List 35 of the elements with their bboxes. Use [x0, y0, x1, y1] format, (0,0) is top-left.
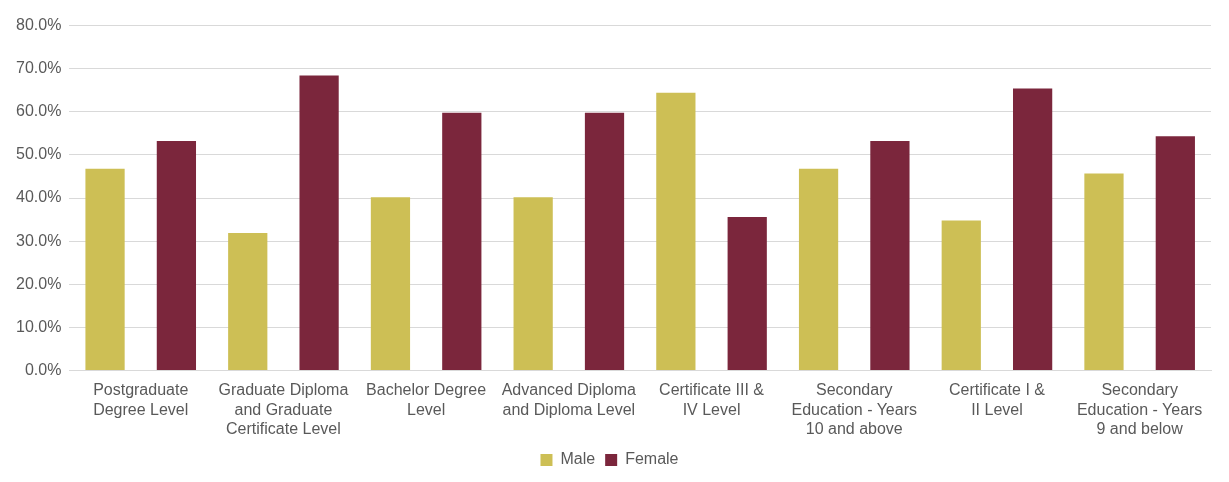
bar [870, 141, 910, 370]
bar [1013, 88, 1053, 370]
y-tick-label: 40.0% [15, 188, 62, 206]
bar [656, 92, 696, 370]
y-tick-label: 50.0% [15, 145, 62, 163]
y-tick-label: 80.0% [15, 16, 62, 34]
x-tick-label: Secondary Education - Years 9 and below [1076, 381, 1203, 437]
x-tick-label: Advanced Diploma and Diploma Level [501, 381, 637, 418]
x-tick-label: Graduate Diploma and Graduate Certificate Level [218, 381, 349, 437]
legend-label: Male [560, 450, 596, 468]
bar [228, 232, 268, 370]
bar [85, 168, 125, 370]
x-tick-label: Certificate I & II Level [948, 381, 1046, 418]
y-tick-label: 20.0% [15, 274, 62, 292]
bar [941, 220, 981, 370]
legend-label: Female [625, 450, 679, 468]
bar [156, 141, 197, 370]
x-tick-label: Certificate III & IV Level [659, 381, 765, 418]
y-tick-label: 0.0% [24, 360, 62, 378]
y-tick-label: 70.0% [15, 59, 62, 77]
y-tick-label: 30.0% [15, 231, 62, 249]
bar [513, 197, 553, 370]
y-tick-label: 10.0% [15, 317, 62, 335]
x-tick-label: Secondary Education - Years 10 and above [791, 381, 917, 437]
bar [1084, 173, 1124, 370]
bar [584, 112, 625, 370]
bar [798, 168, 839, 370]
bar [299, 75, 339, 370]
bar [442, 112, 482, 370]
x-tick-label: Postgraduate Degree Level [93, 381, 189, 418]
x-tick-label: Bachelor Degree Level [366, 381, 487, 418]
bar [1155, 136, 1195, 370]
bar [370, 197, 411, 370]
bar [727, 216, 767, 370]
y-tick-label: 60.0% [15, 102, 62, 120]
